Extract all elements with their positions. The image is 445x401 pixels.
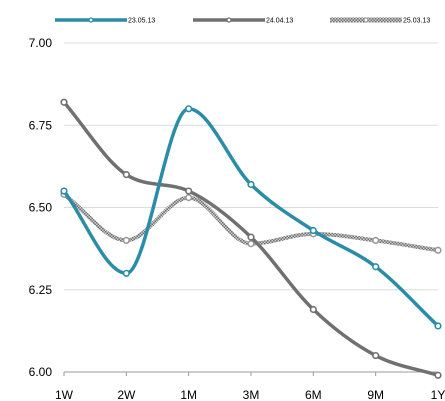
data-point-24-04-13 (122, 171, 130, 179)
data-point-24-04-13 (372, 351, 380, 360)
data-point-24-04-13 (434, 371, 442, 379)
x-tick-label: 1Y (431, 388, 445, 401)
data-point-23-05-13 (122, 269, 130, 277)
data-point-24-04-13 (185, 187, 193, 195)
legend-marker-23-05-13 (88, 17, 94, 23)
data-point-25-03-13 (434, 246, 442, 254)
data-point-23-05-13 (247, 180, 255, 189)
x-tick-label: 1M (180, 388, 197, 401)
gridlines (64, 42, 438, 373)
legend-marker-25-03-13 (363, 17, 369, 23)
legend-marker-24-04-13 (226, 17, 232, 23)
y-tick-label: 6.75 (29, 118, 53, 132)
legend-label-24-04-13: 24.04.13 (266, 18, 293, 25)
legend: 23.05.13 24.04.13 25.03.13 (55, 17, 430, 25)
series-line-23-05-13 (62, 107, 440, 328)
data-point-23-05-13 (60, 187, 68, 195)
y-tick-label: 6.25 (29, 283, 53, 297)
data-point-25-03-13 (247, 240, 255, 248)
data-point-25-03-13 (122, 236, 130, 244)
legend-label-25-03-13: 25.03.13 (403, 18, 430, 25)
x-tick-label: 9M (367, 388, 384, 401)
data-point-24-04-13 (247, 233, 255, 241)
data-point-25-03-13 (372, 236, 380, 244)
data-point-25-03-13 (185, 194, 193, 202)
y-tick-label: 7.00 (29, 36, 53, 50)
data-point-24-04-13 (60, 98, 68, 106)
x-tick-label: 2W (117, 388, 136, 401)
data-point-24-04-13 (309, 305, 317, 314)
legend-label-23-05-13: 23.05.13 (128, 18, 155, 25)
data-point-23-05-13 (185, 105, 193, 113)
y-tick-label: 6.00 (29, 365, 53, 379)
series-lines (60, 98, 442, 379)
axes: 6.00 6.25 6.50 6.75 7.00 1W 2W 1M 3M 6M 9M 1Y (29, 36, 445, 401)
data-point-23-05-13 (434, 322, 442, 330)
y-tick-label: 6.50 (29, 201, 53, 215)
data-point-23-05-13 (372, 263, 380, 271)
data-point-23-05-13 (309, 226, 317, 235)
x-tick-label: 6M (305, 388, 322, 401)
x-tick-label: 3M (243, 388, 260, 401)
x-tick-label: 1W (55, 388, 74, 401)
